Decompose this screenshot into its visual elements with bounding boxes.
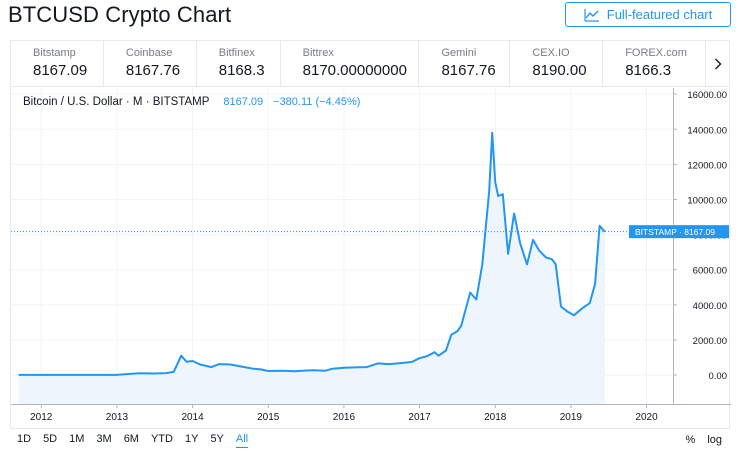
full-featured-chart-button[interactable]: Full-featured chart [565,2,731,27]
tab-price: 8167.76 [441,62,496,79]
x-tick-label: 2016 [333,412,356,423]
chart-line-icon [584,8,599,22]
tab-exchange-name: CEX.IO [532,47,570,59]
tab-forex[interactable]: FOREX.com 8166.3 [603,41,707,86]
tab-bitstamp[interactable]: Bitstamp 8167.09 [11,41,104,86]
x-tick-label: 2017 [408,412,431,423]
page-title: BTCUSD Crypto Chart [8,2,232,27]
y-tick-label: 10000.00 [687,195,727,206]
tab-price: 8170.00000000 [302,62,407,79]
tab-price: 8167.09 [33,62,88,79]
tab-price: 8167.76 [125,62,181,79]
exchange-tabs: Bitstamp 8167.09 Coinbase 8167.76 Bitfin… [10,40,730,87]
chart-legend: Bitcoin / U.S. Dollar · M · BITSTAMP 816… [23,96,360,108]
tab-exchange-name: FOREX.com [625,47,687,59]
tab-price: 8190.00 [532,62,587,79]
y-tick-label: 6000.00 [693,266,727,277]
x-tick-label: 2018 [484,412,507,423]
x-tick-label: 2019 [560,412,583,423]
y-tick-label: 4000.00 [693,301,727,312]
tab-bitfinex[interactable]: Bitfinex 8168.3 [197,41,281,86]
tab-exchange-name: Bittrex [302,47,334,59]
tab-bittrex[interactable]: Bittrex 8170.00000000 [281,41,420,86]
price-chart[interactable]: 0.002000.004000.006000.008000.0010000.00… [11,88,731,429]
price-tag-label: BITSTAMP · 8167.09 [635,227,715,237]
chart-area[interactable]: 0.002000.004000.006000.008000.0010000.00… [10,88,731,429]
tab-exchange-name: Gemini [441,47,477,59]
x-tick-label: 2020 [635,412,658,423]
range-all[interactable]: All [235,433,249,448]
tab-coinbase[interactable]: Coinbase 8167.76 [104,41,197,86]
x-tick-label: 2014 [181,412,204,423]
percent-scale-button[interactable]: % [685,434,696,446]
range-1d[interactable]: 1D [17,433,32,445]
tab-gemini[interactable]: Gemini 8167.76 [419,41,511,86]
range-5y[interactable]: 5Y [210,433,224,445]
range-1y[interactable]: 1Y [184,433,199,445]
legend-symbol: Bitcoin / U.S. Dollar · M · BITSTAMP [23,96,210,108]
log-scale-button[interactable]: log [707,434,722,446]
range-5d[interactable]: 5D [43,433,58,445]
series-area [18,132,605,405]
x-tick-label: 2015 [257,412,280,423]
range-6m[interactable]: 6M [123,433,139,445]
y-tick-label: 14000.00 [687,125,727,136]
range-bar: 1D 5D 1M 3M 6M YTD 1Y 5Y All % log [10,429,730,451]
tab-price: 8166.3 [625,62,672,79]
legend-change: −380.11 (−4.45%) [273,96,361,108]
legend-value: 8167.09 [223,96,264,108]
tab-cexio[interactable]: CEX.IO 8190.00 [510,41,604,86]
chevron-right-icon [714,58,722,69]
y-tick-label: 0.00 [709,371,728,382]
full-featured-chart-label: Full-featured chart [606,7,713,22]
y-tick-label: 2000.00 [693,336,727,347]
y-tick-label: 16000.00 [687,90,727,101]
series-line [18,131,606,376]
tab-exchange-name: Bitfinex [218,47,255,59]
tab-exchange-name: Coinbase [125,47,173,59]
scale-buttons: % log [686,434,730,446]
tabs-next-button[interactable] [706,41,730,86]
y-tick-label: 12000.00 [687,160,727,171]
range-3m[interactable]: 3M [96,433,112,445]
range-1m[interactable]: 1M [69,433,85,445]
tab-exchange-name: Bitstamp [33,47,76,59]
range-ytd[interactable]: YTD [150,433,173,445]
x-tick-label: 2013 [106,412,129,423]
price-tag [629,225,729,239]
tab-price: 8168.3 [218,62,265,79]
x-tick-label: 2012 [30,412,53,423]
